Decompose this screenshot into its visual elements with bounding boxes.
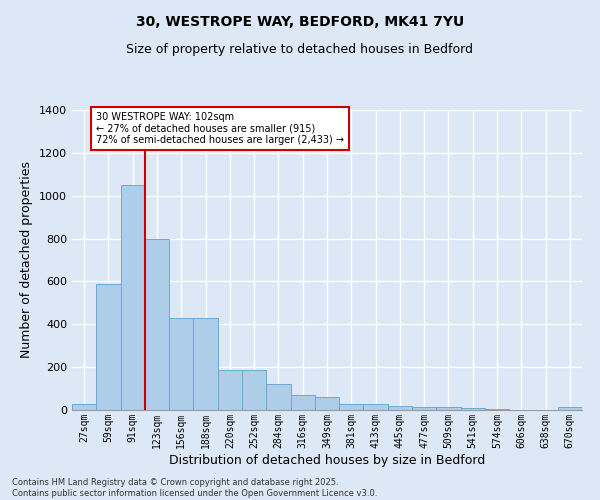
Bar bbox=[388, 406, 412, 410]
Bar bbox=[412, 407, 436, 410]
Bar bbox=[218, 370, 242, 410]
Bar bbox=[364, 404, 388, 410]
Text: Size of property relative to detached houses in Bedford: Size of property relative to detached ho… bbox=[127, 42, 473, 56]
Bar bbox=[436, 408, 461, 410]
Bar bbox=[121, 185, 145, 410]
Bar bbox=[193, 318, 218, 410]
Bar bbox=[242, 370, 266, 410]
Bar bbox=[290, 395, 315, 410]
X-axis label: Distribution of detached houses by size in Bedford: Distribution of detached houses by size … bbox=[169, 454, 485, 466]
Bar bbox=[169, 318, 193, 410]
Text: Contains HM Land Registry data © Crown copyright and database right 2025.
Contai: Contains HM Land Registry data © Crown c… bbox=[12, 478, 377, 498]
Bar bbox=[339, 404, 364, 410]
Bar bbox=[72, 404, 96, 410]
Bar bbox=[485, 409, 509, 410]
Bar bbox=[315, 397, 339, 410]
Bar bbox=[461, 408, 485, 410]
Bar bbox=[96, 284, 121, 410]
Text: 30 WESTROPE WAY: 102sqm
← 27% of detached houses are smaller (915)
72% of semi-d: 30 WESTROPE WAY: 102sqm ← 27% of detache… bbox=[96, 112, 344, 146]
Bar bbox=[145, 238, 169, 410]
Y-axis label: Number of detached properties: Number of detached properties bbox=[20, 162, 34, 358]
Bar bbox=[558, 407, 582, 410]
Text: 30, WESTROPE WAY, BEDFORD, MK41 7YU: 30, WESTROPE WAY, BEDFORD, MK41 7YU bbox=[136, 15, 464, 29]
Bar bbox=[266, 384, 290, 410]
